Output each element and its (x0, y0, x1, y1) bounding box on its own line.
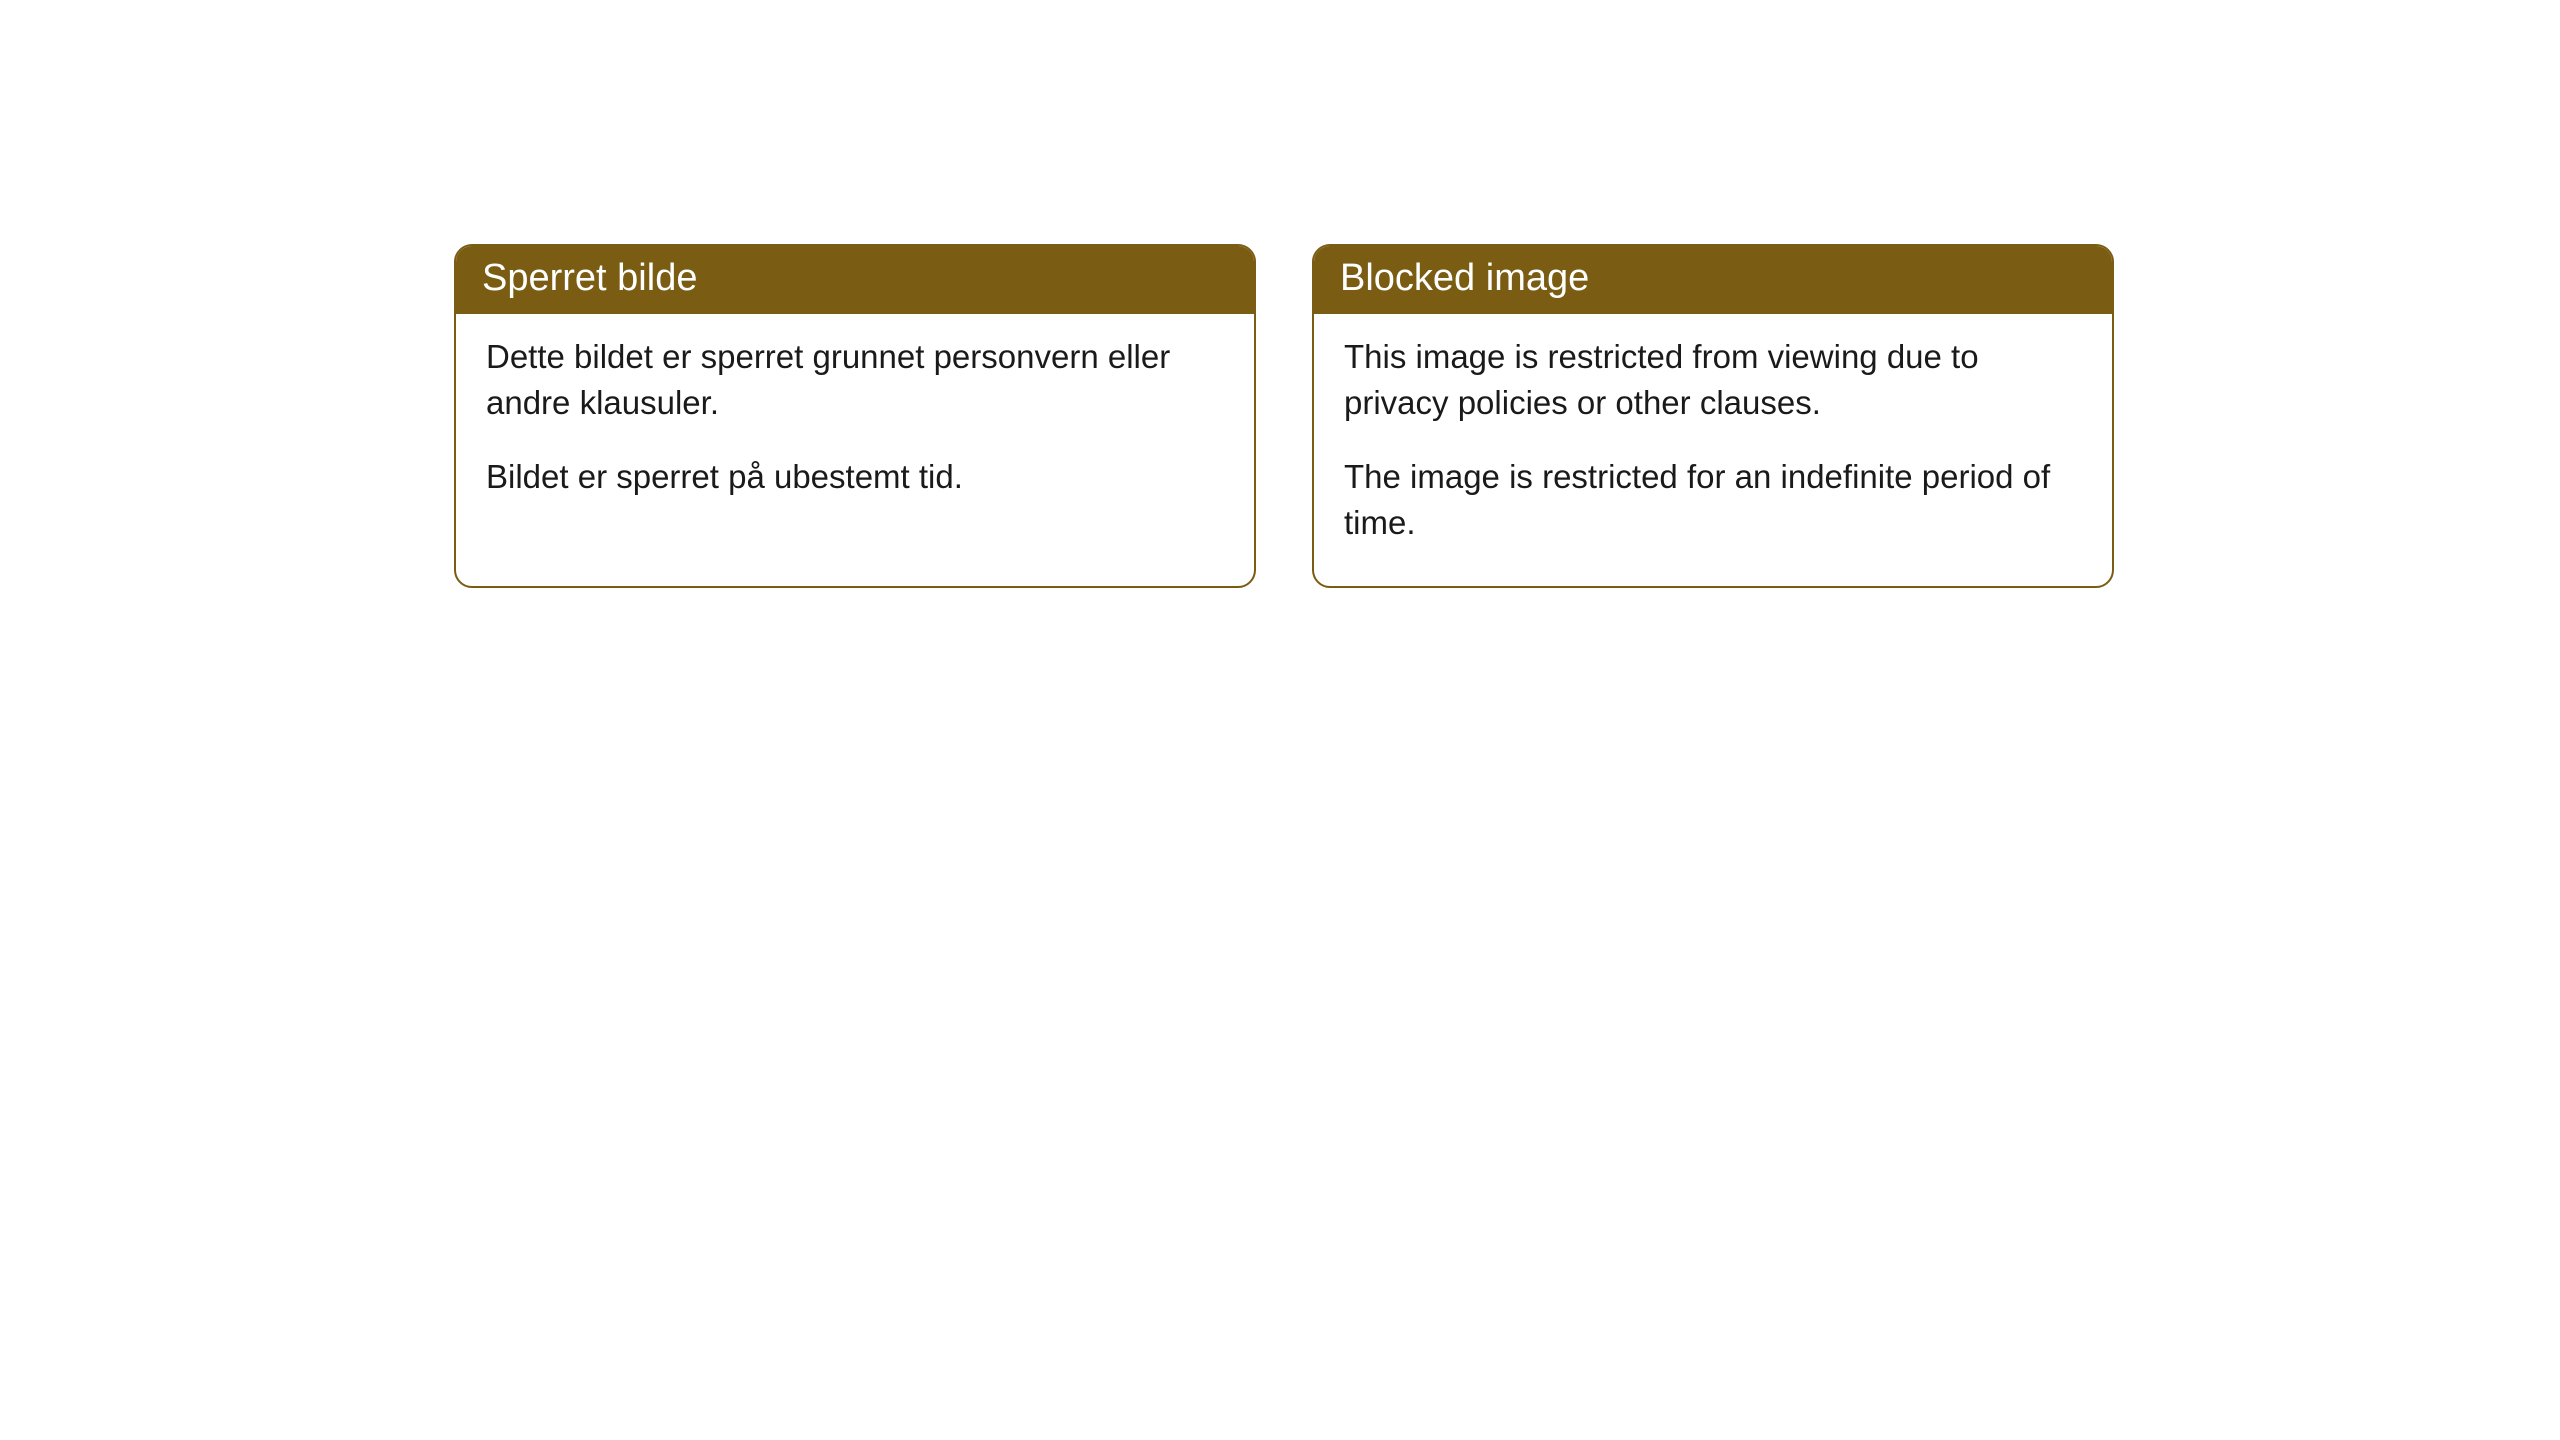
card-header: Blocked image (1314, 246, 2112, 314)
notice-cards-container: Sperret bilde Dette bildet er sperret gr… (454, 244, 2560, 588)
card-body: Dette bildet er sperret grunnet personve… (456, 314, 1254, 541)
notice-card-norwegian: Sperret bilde Dette bildet er sperret gr… (454, 244, 1256, 588)
card-header: Sperret bilde (456, 246, 1254, 314)
notice-text-duration: Bildet er sperret på ubestemt tid. (486, 454, 1224, 500)
notice-text-reason: Dette bildet er sperret grunnet personve… (486, 334, 1224, 426)
notice-card-english: Blocked image This image is restricted f… (1312, 244, 2114, 588)
notice-text-reason: This image is restricted from viewing du… (1344, 334, 2082, 426)
card-body: This image is restricted from viewing du… (1314, 314, 2112, 587)
notice-text-duration: The image is restricted for an indefinit… (1344, 454, 2082, 546)
